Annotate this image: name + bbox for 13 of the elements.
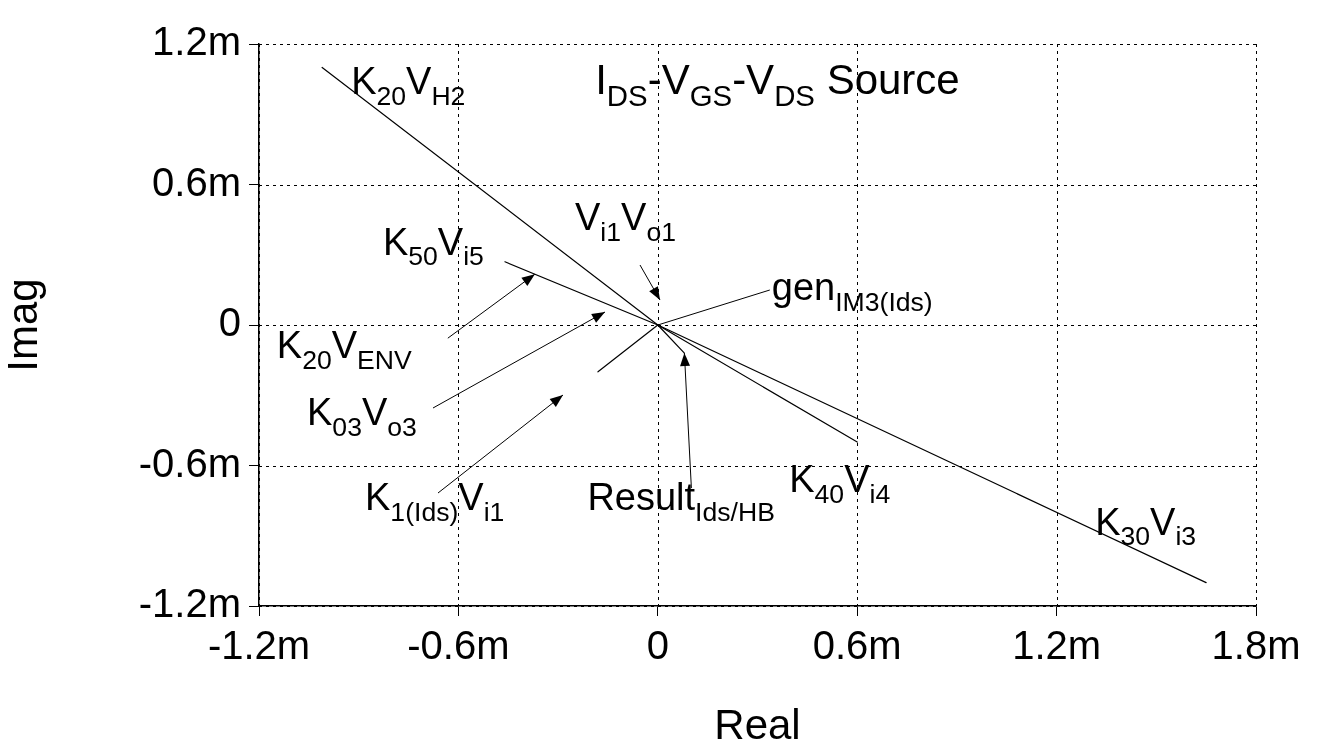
y-tick-label: 1.2m xyxy=(152,19,241,64)
y-tick-label: 0.6m xyxy=(152,159,241,204)
y-tick-label: 0 xyxy=(218,300,241,345)
x-tick-label: 1.8m xyxy=(1211,623,1301,668)
x-axis-title: Real xyxy=(714,701,801,749)
x-tick-label: -1.2m xyxy=(207,623,311,668)
y-tick-label: -0.6m xyxy=(138,440,241,485)
x-tick-label: 1.2m xyxy=(1012,623,1102,668)
y-axis-title: Imag xyxy=(0,278,46,372)
x-tick-label: 0.6m xyxy=(812,623,902,668)
y-tick-label: -1.2m xyxy=(138,581,241,626)
x-tick-label: -0.6m xyxy=(407,623,510,668)
x-tick-label: 0 xyxy=(646,623,669,668)
